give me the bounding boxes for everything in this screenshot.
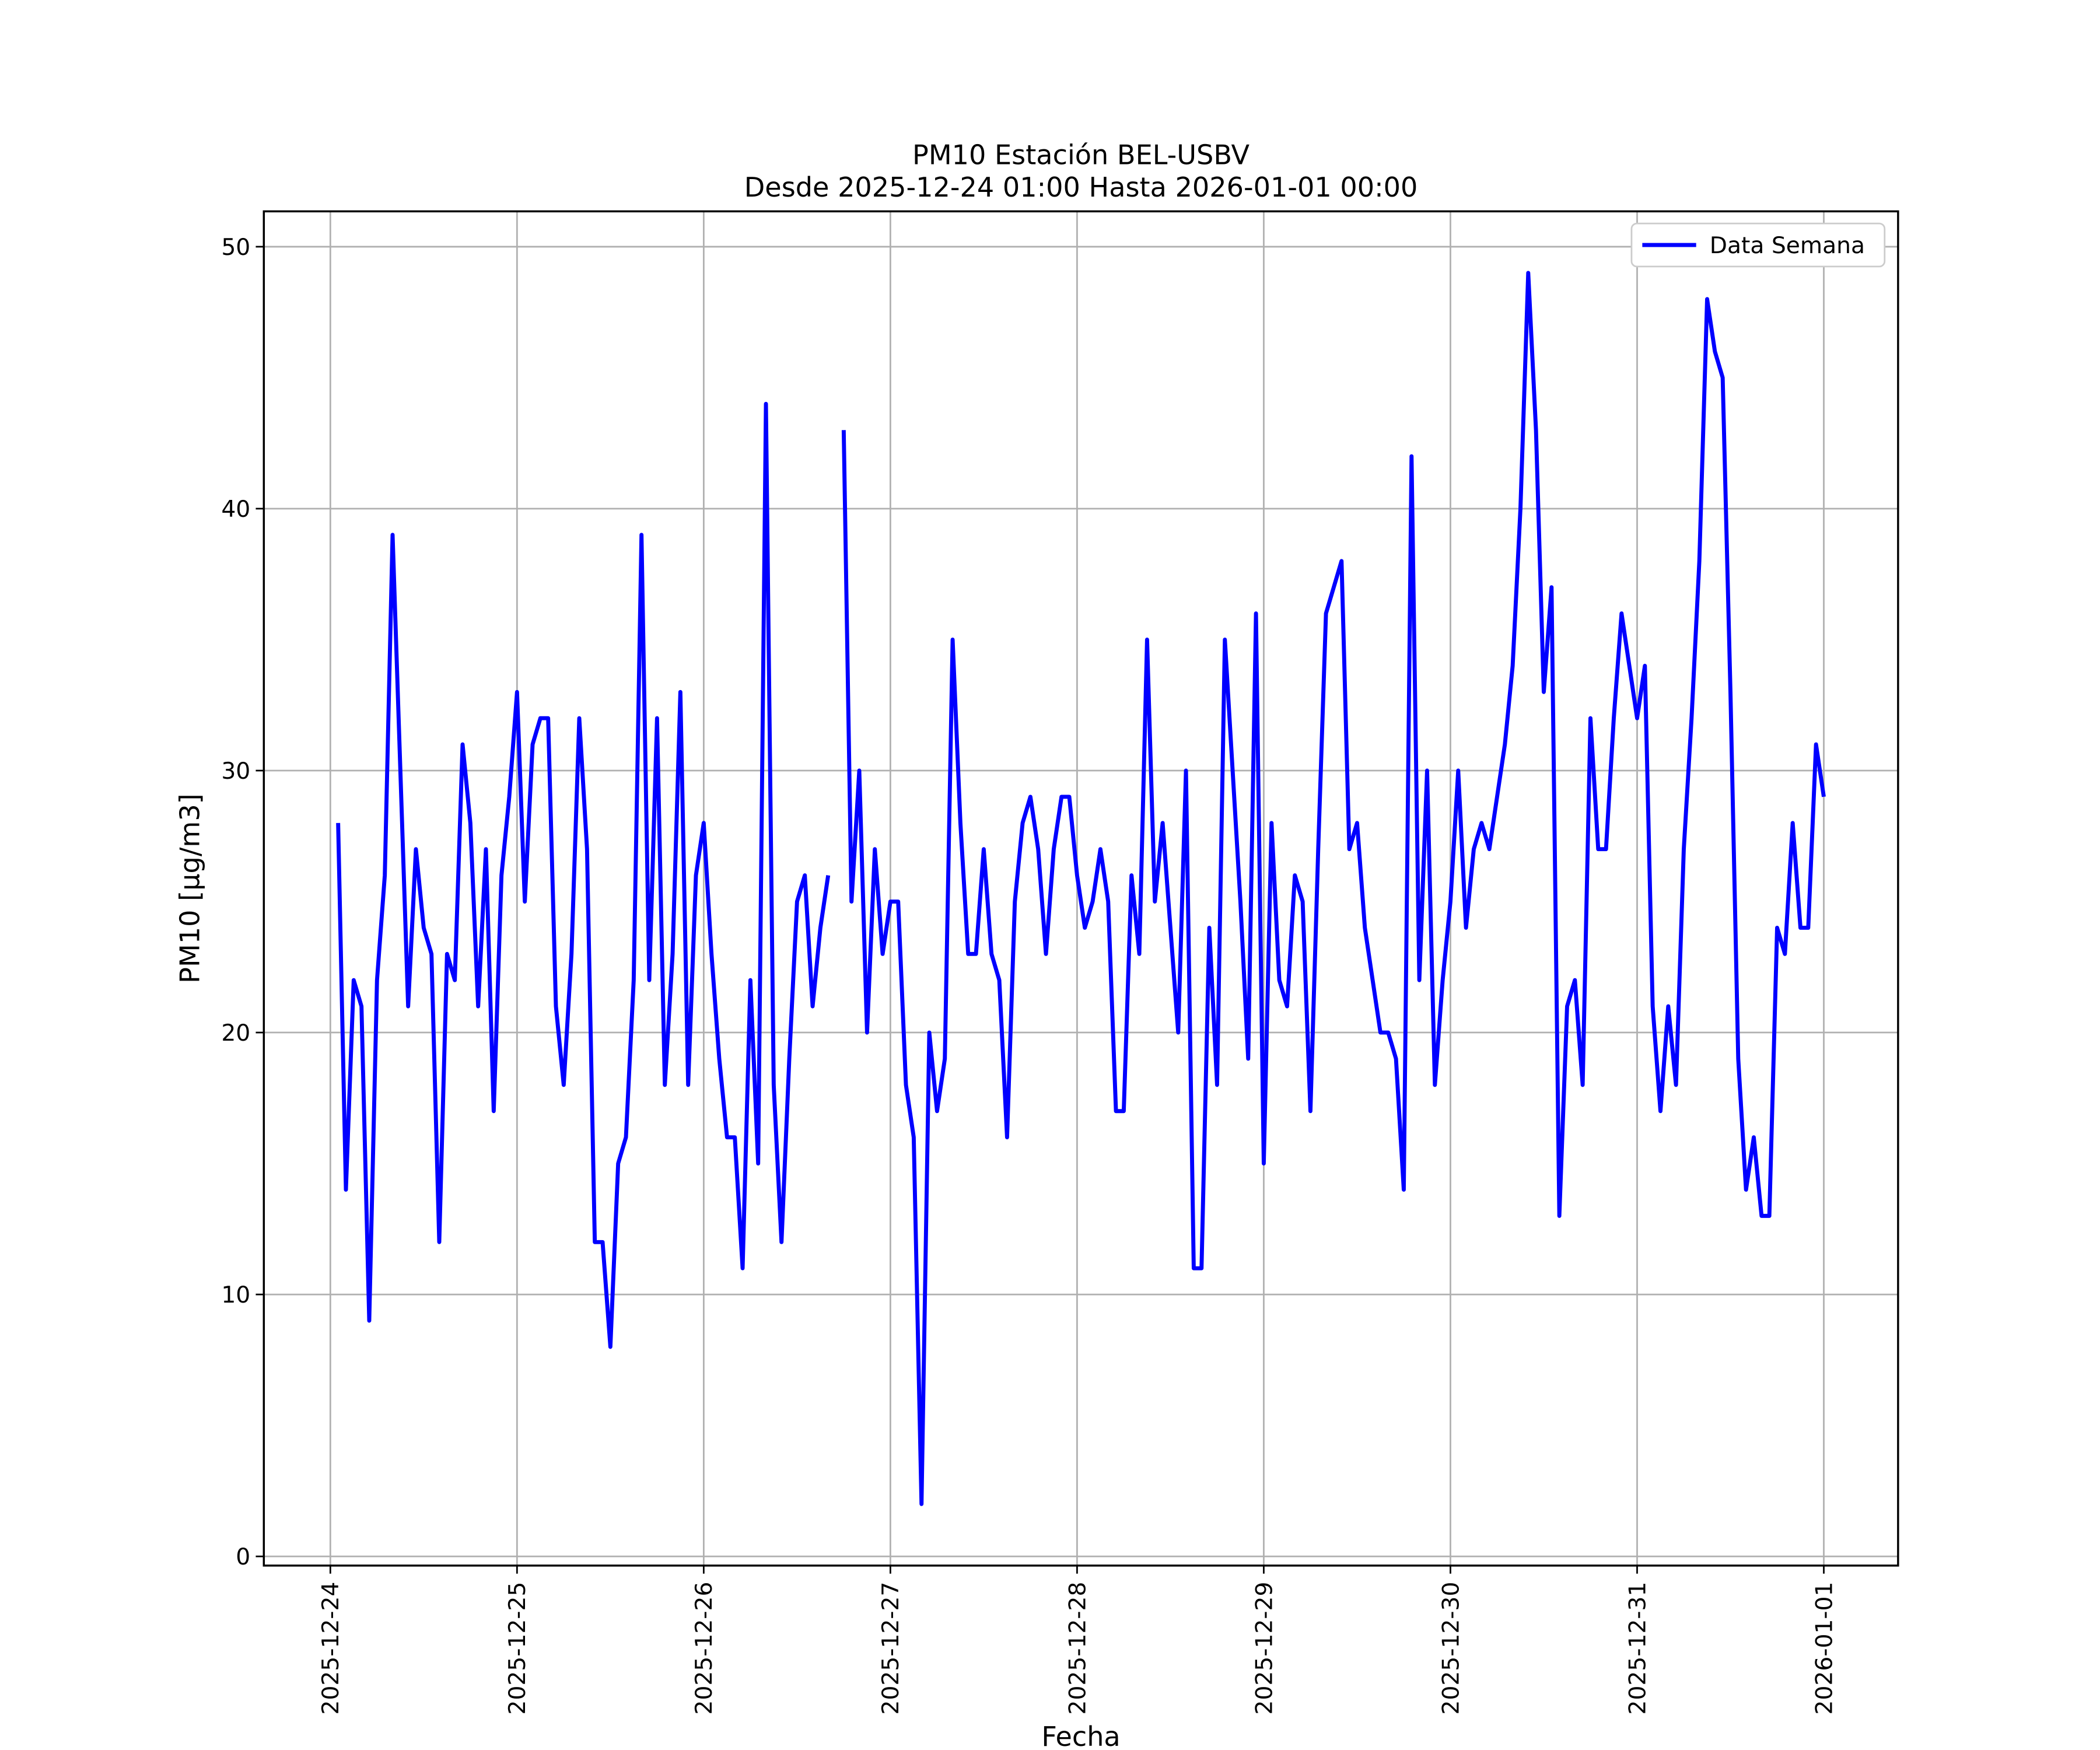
legend-box [1630,222,1886,268]
x-tick-label: 2025-12-28 [1065,1582,1091,1715]
data-line [336,271,1826,1506]
y-tick-label: 20 [221,1020,250,1046]
y-tick-label: 0 [236,1544,250,1570]
x-tick-label: 2025-12-24 [318,1582,344,1715]
y-tick-label: 30 [221,758,250,785]
x-tick-label: 2025-12-30 [1438,1582,1464,1715]
chart-subtitle: Desde 2025-12-24 01:00 Hasta 2026-01-01 … [744,172,1418,203]
y-tick-label: 40 [221,496,250,523]
chart-title: PM10 Estación BEL-USBV [912,139,1250,171]
x-tick-label: 2026-01-01 [1811,1582,1838,1715]
x-tick-label: 2025-12-31 [1625,1582,1651,1715]
x-axis-label: Fecha [1041,1721,1120,1750]
x-tick-label: 2025-12-27 [878,1582,904,1715]
axes-frame [262,210,1899,1567]
y-axis-label: PM10 [μg/m3] [174,793,206,984]
x-tick-label: 2025-12-25 [505,1582,531,1715]
legend-label: Data Semana [1710,233,1865,259]
x-tick-label: 2025-12-29 [1251,1582,1278,1715]
y-tick-label: 50 [221,235,250,261]
y-tick-label: 10 [221,1282,250,1308]
x-tick-label: 2025-12-26 [691,1582,718,1715]
